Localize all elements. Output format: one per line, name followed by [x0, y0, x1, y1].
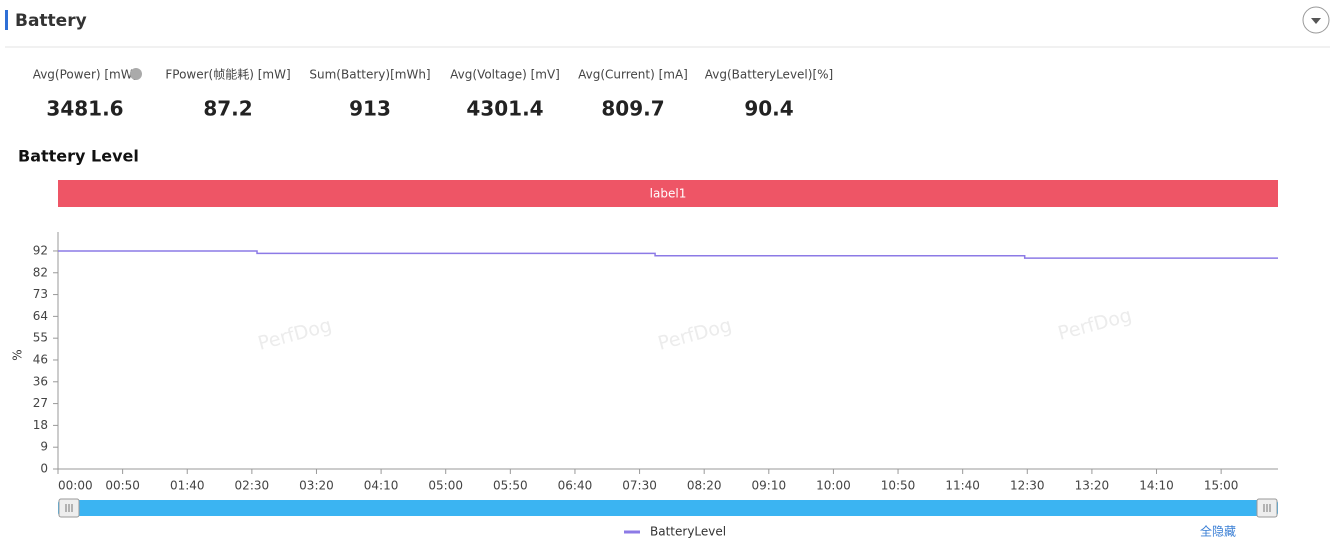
collapse-button[interactable] — [1302, 6, 1330, 34]
y-tick-label: 55 — [33, 331, 48, 345]
stat-label: Sum(Battery)[mWh] — [309, 68, 430, 82]
y-tick-label: 92 — [33, 243, 48, 257]
x-tick-label: 09:10 — [752, 479, 787, 493]
panel-title: Battery — [15, 11, 87, 31]
collapse-arrow[interactable] — [1311, 18, 1321, 24]
handle-grip — [1263, 504, 1271, 512]
legend-label[interactable]: BatteryLevel — [650, 525, 726, 539]
x-tick-label: 00:50 — [105, 479, 140, 493]
y-tick-label: 46 — [33, 352, 48, 366]
stat-label: Avg(BatteryLevel)[%] — [705, 68, 833, 82]
stat-label: Avg(Voltage) [mV] — [450, 68, 560, 82]
x-tick-label: 04:10 — [364, 479, 399, 493]
data-line — [58, 250, 1278, 259]
x-tick-label: 06:40 — [558, 479, 593, 493]
range-slider[interactable] — [58, 498, 1278, 518]
x-tick-label: 03:20 — [299, 479, 334, 493]
title-marker — [5, 10, 8, 30]
y-tick-label: 73 — [33, 287, 48, 301]
hide-all-link[interactable]: 全隐藏 — [1200, 524, 1236, 539]
x-tick-label: 05:50 — [493, 479, 528, 493]
stat-value: 3481.6 — [46, 97, 123, 121]
stat-label: Avg(Current) [mA] — [578, 68, 688, 82]
label-band — [58, 180, 1278, 207]
x-tick-label: 10:50 — [881, 479, 916, 493]
x-tick-label: 12:30 — [1010, 479, 1045, 493]
band-label: label1 — [650, 187, 687, 201]
stat-label: FPower(帧能耗) [mW] — [165, 68, 290, 82]
x-tick-label: 14:10 — [1139, 479, 1174, 493]
watermark: PerfDog — [1056, 304, 1134, 345]
y-tick-label: 18 — [33, 418, 48, 432]
x-tick-label: 08:20 — [687, 479, 722, 493]
x-tick-label: 01:40 — [170, 479, 205, 493]
stat-value: 913 — [349, 97, 391, 121]
handle-grip — [65, 504, 73, 512]
y-tick-label: 36 — [33, 374, 48, 388]
x-tick-label: 10:00 — [816, 479, 851, 493]
chart-title: Battery Level — [18, 147, 139, 166]
y-tick-label: 82 — [33, 265, 48, 279]
x-tick-label: 15:00 — [1204, 479, 1239, 493]
y-axis-label: % — [11, 349, 25, 360]
x-tick-label: 02:30 — [235, 479, 270, 493]
y-tick-label: 64 — [33, 309, 48, 323]
x-tick-label: 00:00 — [58, 479, 93, 493]
stat-value: 90.4 — [744, 97, 793, 121]
watermark: PerfDog — [656, 314, 734, 355]
x-tick-label: 11:40 — [945, 479, 980, 493]
help-icon[interactable] — [130, 68, 142, 80]
watermarks: PerfDog PerfDog PerfDog — [256, 304, 1134, 355]
stat-label: Avg(Power) [mW] — [33, 68, 138, 82]
stat-value: 87.2 — [203, 97, 252, 121]
y-tick-label: 0 — [40, 462, 48, 476]
x-tick-label: 13:20 — [1075, 479, 1110, 493]
stat-value: 4301.4 — [466, 97, 543, 121]
y-tick-label: 9 — [40, 440, 48, 454]
x-tick-label: 07:30 — [622, 479, 657, 493]
slider-track[interactable] — [58, 500, 1278, 516]
stat-value: 809.7 — [601, 97, 664, 121]
x-tick-label: 05:00 — [428, 479, 463, 493]
watermark: PerfDog — [256, 314, 334, 355]
y-tick-label: 27 — [33, 396, 48, 410]
